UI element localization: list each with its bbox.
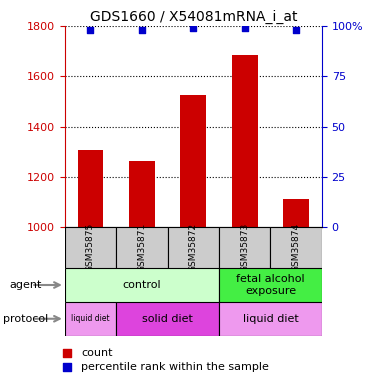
Bar: [168, 227, 219, 268]
Bar: [116, 302, 219, 336]
Point: [64, 364, 70, 370]
Point: [293, 27, 299, 33]
Point: [88, 27, 93, 33]
Text: solid diet: solid diet: [142, 314, 193, 324]
Bar: [232, 55, 258, 227]
Bar: [65, 268, 219, 302]
Text: control: control: [122, 280, 161, 290]
Text: count: count: [81, 348, 113, 358]
Text: GSM35873: GSM35873: [240, 223, 249, 272]
Text: liquid diet: liquid diet: [243, 314, 298, 324]
Text: GSM35872: GSM35872: [189, 223, 198, 272]
Point: [64, 350, 70, 356]
Bar: [219, 268, 322, 302]
Bar: [219, 302, 322, 336]
Bar: [283, 199, 309, 227]
Text: GSM35874: GSM35874: [292, 223, 301, 272]
Text: agent: agent: [9, 280, 41, 290]
Bar: [129, 161, 155, 227]
Text: fetal alcohol
exposure: fetal alcohol exposure: [236, 274, 305, 296]
Title: GDS1660 / X54081mRNA_i_at: GDS1660 / X54081mRNA_i_at: [90, 10, 297, 24]
Text: percentile rank within the sample: percentile rank within the sample: [81, 362, 269, 372]
Text: GSM35871: GSM35871: [137, 223, 147, 272]
Bar: [181, 95, 206, 227]
Bar: [116, 227, 168, 268]
Point: [242, 25, 248, 31]
Bar: [65, 302, 116, 336]
Bar: [270, 227, 322, 268]
Bar: [219, 227, 270, 268]
Bar: [65, 227, 116, 268]
Text: protocol: protocol: [3, 314, 48, 324]
Bar: [78, 150, 103, 227]
Text: GSM35875: GSM35875: [86, 223, 95, 272]
Text: liquid diet: liquid diet: [71, 314, 110, 323]
Point: [190, 25, 196, 31]
Point: [139, 27, 145, 33]
